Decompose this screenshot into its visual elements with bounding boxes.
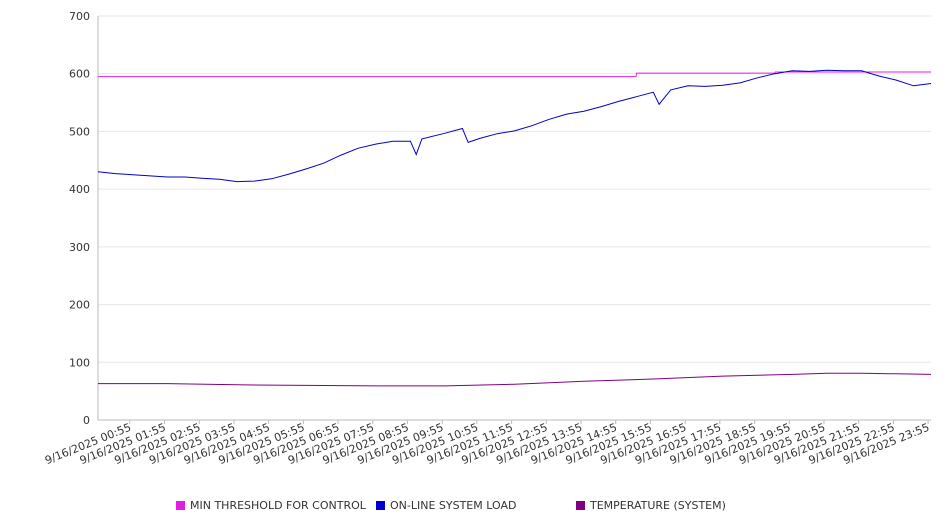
y-tick-label: 0 — [83, 414, 90, 427]
legend-label: MIN THRESHOLD FOR CONTROL — [190, 499, 367, 512]
y-tick-label: 200 — [69, 299, 90, 312]
y-tick-label: 600 — [69, 68, 90, 81]
series-layer — [97, 69, 932, 387]
grid-layer — [98, 15, 931, 363]
y-tick-label: 400 — [69, 183, 90, 196]
y-tick-label: 500 — [69, 125, 90, 138]
y-tick-label: 100 — [69, 356, 90, 369]
legend-swatch — [576, 501, 585, 510]
legend: MIN THRESHOLD FOR CONTROL ON-LINE SYSTEM … — [176, 499, 726, 512]
series-line-1 — [97, 69, 932, 183]
y-tick-label: 300 — [69, 241, 90, 254]
legend-swatch — [176, 501, 185, 510]
series-line-2 — [98, 372, 932, 387]
legend-label: TEMPERATURE (SYSTEM) — [589, 499, 726, 512]
legend-swatch — [376, 501, 385, 510]
y-tick-label: 700 — [69, 10, 90, 23]
legend-label: ON-LINE SYSTEM LOAD — [390, 499, 516, 512]
series-line-0 — [98, 71, 931, 78]
